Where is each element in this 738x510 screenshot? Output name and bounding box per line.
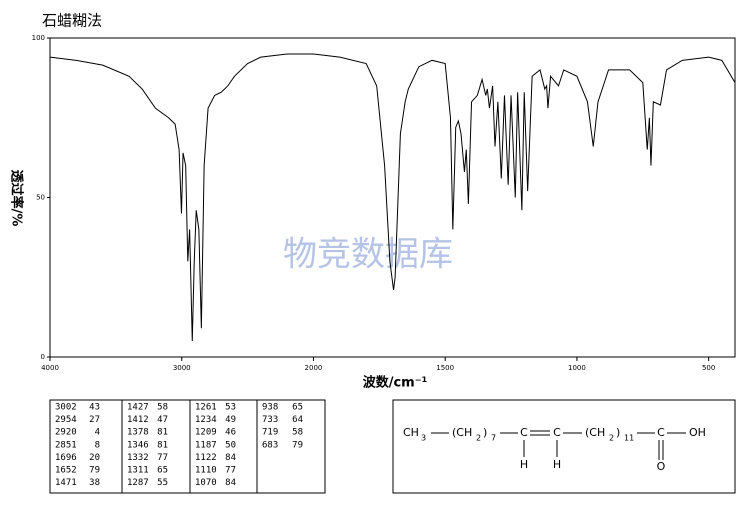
spectrum-line	[49, 53, 736, 342]
atom-sub: 7	[491, 434, 496, 443]
structure-frame	[392, 399, 736, 494]
peak-transmittance: 79	[89, 466, 100, 476]
peak-transmittance: 53	[225, 403, 236, 413]
peak-transmittance: 65	[292, 403, 303, 413]
peak-wavenumber: 1346	[127, 440, 149, 450]
peak-wavenumber: 1261	[195, 403, 217, 413]
atom: C	[657, 426, 665, 439]
peak-transmittance: 84	[225, 478, 236, 488]
atom: )	[616, 426, 620, 439]
atom: H	[520, 458, 528, 471]
peak-wavenumber: 683	[262, 440, 278, 450]
peak-wavenumber: 1070	[195, 478, 217, 488]
peak-wavenumber: 1122	[195, 453, 217, 463]
x-tick-label: 3000	[173, 364, 191, 372]
watermark: 物竞数据库	[283, 235, 453, 275]
peak-wavenumber: 1209	[195, 428, 217, 438]
peak-transmittance: 65	[157, 466, 168, 476]
peak-wavenumber: 1234	[195, 415, 217, 425]
x-tick-label: 1500	[436, 364, 454, 372]
peak-wavenumber: 719	[262, 428, 278, 438]
x-tick-label: 4000	[41, 364, 59, 372]
atom: C	[520, 426, 528, 439]
peak-transmittance: 49	[225, 415, 236, 425]
plot-frame	[49, 37, 736, 358]
peak-wavenumber: 1427	[127, 403, 149, 413]
peak-wavenumber: 2920	[55, 428, 77, 438]
peak-transmittance: 64	[292, 415, 303, 425]
peak-transmittance: 4	[95, 428, 100, 438]
x-axis-label: 波数/cm⁻¹	[363, 375, 428, 391]
chart-title: 石蜡糊法	[42, 12, 102, 30]
structure	[431, 430, 686, 460]
peak-wavenumber: 938	[262, 403, 278, 413]
peak-transmittance: 55	[157, 478, 168, 488]
peak-transmittance: 50	[225, 440, 236, 450]
peak-transmittance: 20	[89, 453, 100, 463]
atom: OH	[689, 426, 706, 439]
y-tick-label: 0	[41, 353, 45, 361]
peak-wavenumber: 1311	[127, 466, 149, 476]
atom: C	[553, 426, 561, 439]
peak-transmittance: 77	[225, 466, 236, 476]
peak-wavenumber: 733	[262, 415, 278, 425]
peak-transmittance: 79	[292, 440, 303, 450]
atom-sub: 3	[421, 434, 426, 443]
y-tick-label: 50	[36, 194, 45, 202]
atom-sub: 2	[609, 434, 614, 443]
peak-table-frame	[49, 399, 326, 494]
peak-wavenumber: 1378	[127, 428, 149, 438]
peak-transmittance: 8	[95, 440, 100, 450]
x-tick-label: 2000	[305, 364, 323, 372]
peak-wavenumber: 1412	[127, 415, 149, 425]
peak-wavenumber: 1471	[55, 478, 77, 488]
atom: (CH	[585, 426, 605, 439]
atom: CH	[403, 426, 419, 439]
x-tick-label: 500	[702, 364, 715, 372]
peak-wavenumber: 1332	[127, 453, 149, 463]
atom: )	[483, 426, 487, 439]
atom-sub: 11	[624, 434, 634, 443]
peak-wavenumber: 3002	[55, 403, 77, 413]
peak-wavenumber: 1652	[55, 466, 77, 476]
peak-transmittance: 58	[292, 428, 303, 438]
peak-transmittance: 77	[157, 453, 168, 463]
peak-wavenumber: 1110	[195, 466, 217, 476]
peak-wavenumber: 2851	[55, 440, 77, 450]
peak-transmittance: 81	[157, 428, 168, 438]
peak-transmittance: 84	[225, 453, 236, 463]
atom-sub: 2	[476, 434, 481, 443]
peak-wavenumber: 1187	[195, 440, 217, 450]
peak-transmittance: 27	[89, 415, 100, 425]
peak-transmittance: 81	[157, 440, 168, 450]
peak-transmittance: 46	[225, 428, 236, 438]
peak-wavenumber: 1287	[127, 478, 149, 488]
y-tick-label: 100	[32, 34, 45, 42]
atom: (CH	[452, 426, 472, 439]
peak-wavenumber: 2954	[55, 415, 77, 425]
peak-transmittance: 58	[157, 403, 168, 413]
peak-wavenumber: 1696	[55, 453, 77, 463]
x-tick-label: 1000	[568, 364, 586, 372]
peak-transmittance: 38	[89, 478, 100, 488]
atom: H	[553, 458, 561, 471]
y-axis-label: 透过率/%	[9, 170, 25, 227]
peak-transmittance: 47	[157, 415, 168, 425]
atom: O	[657, 460, 666, 473]
peak-transmittance: 43	[89, 403, 100, 413]
